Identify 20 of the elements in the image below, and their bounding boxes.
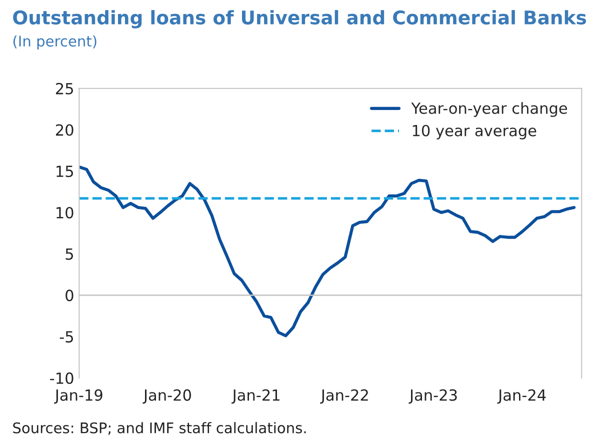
y-tick-label: 25 — [56, 82, 73, 94]
x-tick-label: Jan-19 — [54, 389, 102, 404]
y-tick-label: 5 — [66, 248, 73, 260]
x-tick-label: Jan-20 — [142, 389, 191, 404]
chart-title: Outstanding loans of Universal and Commercial Banks — [13, 10, 586, 28]
y-tick-label: 0 — [66, 290, 74, 302]
legend-label: Year-on-year change — [411, 102, 568, 117]
legend-label: 10 year average — [412, 124, 536, 140]
line-series — [79, 165, 576, 338]
x-tick-label: Jan-21 — [232, 389, 280, 404]
chart-subtitle: (In percent) — [13, 35, 96, 50]
x-tick-label: Jan-23 — [408, 389, 457, 404]
y-tick-label: -10 — [50, 372, 74, 384]
source-note: Sources: BSP; and IMF staff calculations. — [13, 422, 306, 435]
x-tick-label: Jan-22 — [320, 389, 368, 404]
y-tick-label: 10 — [56, 206, 74, 218]
x-tick-label: Jan-24 — [497, 389, 546, 404]
y-tick-label: -5 — [60, 331, 73, 343]
y-tick-label: 20 — [56, 124, 74, 136]
y-tick-label: 15 — [56, 166, 73, 178]
